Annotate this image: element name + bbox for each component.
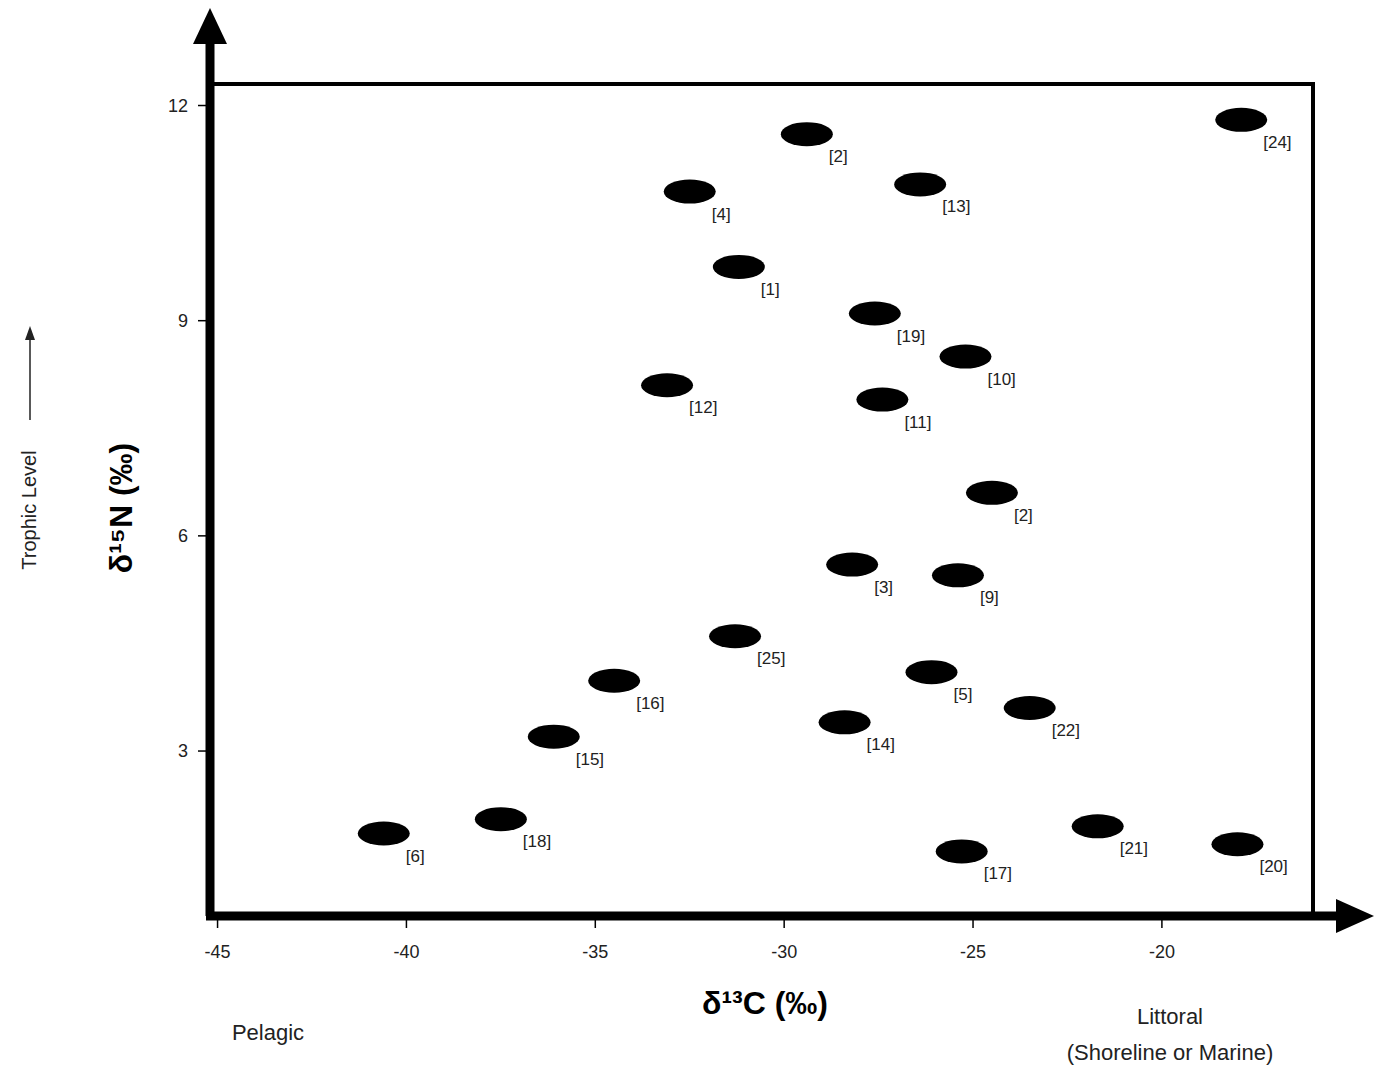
annotation: Littoral [1137, 1004, 1203, 1029]
x-axis-title: δ¹³C (‰) [702, 985, 828, 1021]
y-tick-label: 9 [178, 311, 188, 331]
x-tick-label: -20 [1149, 942, 1175, 962]
y-arrow [193, 8, 227, 44]
point [781, 122, 833, 146]
point-label: [22] [1052, 721, 1080, 740]
x-tick [406, 920, 408, 928]
point-label: [11] [904, 413, 931, 432]
x-tick [972, 920, 974, 928]
point-label: [19] [897, 327, 925, 346]
y-tick-label: 12 [168, 96, 188, 116]
x-tick-label: -35 [582, 942, 608, 962]
points [358, 108, 1267, 864]
point-label: [2] [829, 147, 848, 166]
point-label: [12] [689, 398, 717, 417]
x-tick-label: -45 [205, 942, 231, 962]
y-axis-title: δ¹⁵N (‰) [103, 443, 139, 573]
x-tick-label: -40 [393, 942, 419, 962]
point-label: [20] [1259, 857, 1287, 876]
annotation: (Shoreline or Marine) [1067, 1040, 1274, 1065]
point [475, 807, 527, 831]
point [932, 563, 984, 587]
annotation: Pelagic [232, 1020, 304, 1045]
point [709, 624, 761, 648]
point-label: [14] [867, 735, 895, 754]
point-label: [17] [984, 864, 1012, 883]
point [713, 255, 765, 279]
point [905, 660, 957, 684]
point [936, 839, 988, 863]
x-tick-label: -25 [960, 942, 986, 962]
point-label: [24] [1263, 133, 1291, 152]
y-tick-label: 6 [178, 526, 188, 546]
point-label: [25] [757, 649, 785, 668]
point-label: [13] [942, 197, 970, 216]
point-label: [15] [576, 750, 604, 769]
y-tick [198, 535, 206, 537]
chart: -45 -40 -35 -30 -25 -20 3 6 9 12 δ¹³C (‰) δ¹⁵N (‰) T… [0, 0, 1378, 1071]
point-label: [6] [406, 847, 425, 866]
point-label: [9] [980, 588, 999, 607]
point-label: [18] [523, 832, 551, 851]
point-label: [3] [874, 578, 893, 597]
x-arrow [1336, 899, 1374, 933]
point [664, 180, 716, 204]
point [358, 822, 410, 846]
x-tick [783, 920, 785, 928]
x-tick-label: -30 [771, 942, 797, 962]
point [588, 669, 640, 693]
y-tick [198, 105, 206, 107]
point [826, 553, 878, 577]
point-label: [5] [953, 685, 972, 704]
point [528, 725, 580, 749]
y-axis [206, 40, 215, 916]
trophic-arrow-head [25, 326, 35, 340]
y-tick [198, 750, 206, 752]
point-label: [4] [712, 205, 731, 224]
point-label: [2] [1014, 506, 1033, 525]
plot-frame [210, 84, 1313, 916]
point [819, 710, 871, 734]
point [641, 373, 693, 397]
y-tick-label: 3 [178, 741, 188, 761]
x-tick [217, 920, 219, 928]
point-label: [10] [987, 370, 1015, 389]
trophic-arrow [29, 338, 31, 420]
annotation: Trophic Level [18, 450, 40, 569]
point [849, 302, 901, 326]
y-tick [198, 320, 206, 322]
point [1004, 696, 1056, 720]
point [856, 388, 908, 412]
point [1215, 108, 1267, 132]
point-label: [21] [1120, 839, 1148, 858]
x-tick [595, 920, 597, 928]
x-axis [206, 912, 1340, 921]
point-label: [16] [636, 694, 664, 713]
point-label: [1] [761, 280, 780, 299]
point [894, 172, 946, 196]
point [966, 481, 1018, 505]
x-tick [1161, 920, 1163, 928]
point [1211, 832, 1263, 856]
point [939, 345, 991, 369]
point [1072, 814, 1124, 838]
